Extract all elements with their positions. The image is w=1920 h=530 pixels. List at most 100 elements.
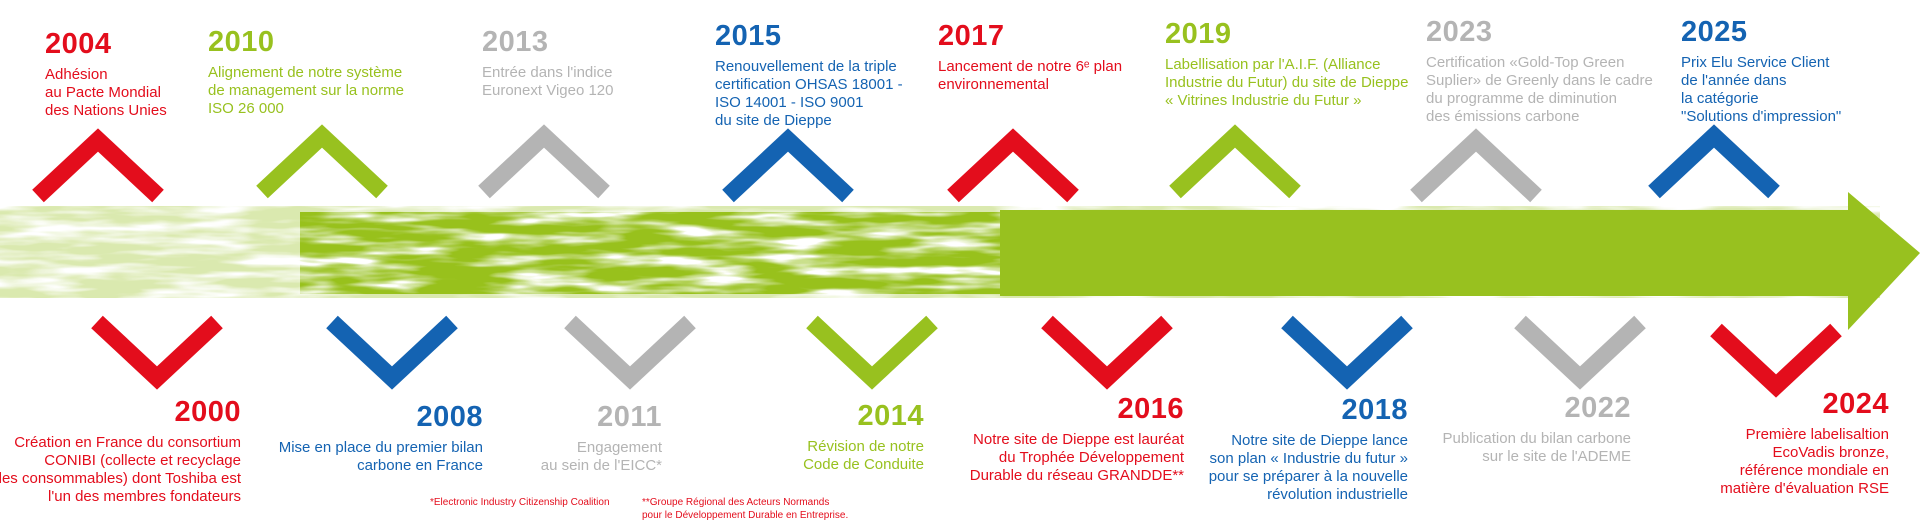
description-line: pour se préparer à la nouvelle (1208, 468, 1408, 485)
milestone-2014: 2014 Révision de notre Code de Conduite (803, 400, 924, 474)
description-line: des émissions carbone (1426, 108, 1580, 125)
milestone-2008: 2008 Mise en place du premier bilan carbon… (279, 401, 483, 475)
description-line: EcoVadis bronze, (1772, 444, 1889, 461)
description-line: Mise en place du premier bilan (278, 439, 483, 456)
chevron-up-2010 (256, 124, 388, 199)
milestone-description: Adhésion au Pacte Mondial des Nations Unie… (45, 66, 167, 120)
chevron-up-2023 (1410, 128, 1542, 203)
chevron-up-2013 (478, 124, 610, 199)
description-line: Adhésion (45, 66, 108, 83)
milestone-2016: 2016 Notre site de Dieppe est lauréat du T… (970, 393, 1184, 485)
milestone-2013: 2013 Entrée dans l'indice Euronext Vigeo 1… (482, 26, 614, 100)
description-line: Labellisation par l'A.I.F. (Alliance (1165, 56, 1381, 73)
footnote-line: pour le Développement Durable en Entrepr… (642, 510, 849, 521)
description-line: son plan « Industrie du futur » (1209, 450, 1408, 467)
milestone-2017: 2017 Lancement de notre 6ᵉ plan environnem… (938, 20, 1122, 94)
description-line: Suplier» de Greenly dans le cadre (1426, 72, 1653, 89)
description-line: Prix Elu Service Client (1681, 54, 1830, 71)
milestone-2022: 2022 Publication du bilan carbone sur le s… (1443, 392, 1631, 466)
description-line: Durable du réseau GRANDDE** (969, 467, 1184, 484)
description-line: ISO 26 000 (208, 100, 284, 117)
description-line: Création en France du consortium (14, 434, 241, 451)
milestone-2025: 2025 Prix Elu Service Client de l'année da… (1681, 16, 1841, 126)
milestone-year: 2014 (857, 400, 924, 432)
milestone-year: 2024 (1822, 388, 1889, 420)
chevron-up-2025 (1648, 124, 1780, 199)
description-line: Euronext Vigeo 120 (482, 82, 614, 99)
milestone-description: Notre site de Dieppe est lauréat du Troph… (970, 431, 1184, 485)
description-line: Notre site de Dieppe est lauréat (973, 431, 1184, 448)
description-line: du site de Dieppe (715, 112, 832, 129)
description-line: matière d'évaluation RSE (1720, 480, 1889, 497)
milestone-2015: 2015 Renouvellement de la triple certifica… (715, 20, 903, 130)
milestone-year: 2025 (1681, 16, 1748, 48)
description-line: "Solutions d'impression" (1681, 108, 1842, 125)
description-line: du Trophée Développement (998, 449, 1184, 466)
milestone-description: Prix Elu Service Client de l'année dans la… (1681, 54, 1841, 126)
milestone-description: Engagement au sein de l'EICC* (541, 439, 662, 475)
chevron-down-2022 (1514, 315, 1646, 390)
chevron-up-2019 (1169, 124, 1301, 199)
description-line: CONIBI (collecte et recyclage (44, 452, 241, 469)
milestone-year: 2008 (416, 401, 483, 433)
milestone-year: 2011 (597, 401, 662, 433)
chevron-down-2016 (1041, 315, 1173, 390)
milestone-year: 2016 (1117, 393, 1184, 425)
milestone-year: 2022 (1564, 392, 1631, 424)
description-line: Révision de notre (807, 438, 924, 455)
milestone-description: Publication du bilan carbone sur le site … (1443, 430, 1631, 466)
milestone-year: 2023 (1426, 16, 1493, 48)
description-line: Industrie du Futur) du site de Dieppe (1165, 74, 1409, 91)
milestone-description: Entrée dans l'indice Euronext Vigeo 120 (482, 64, 614, 100)
milestone-2024: 2024 Première labelisaltion EcoVadis bronz… (1720, 388, 1889, 498)
description-line: Publication du bilan carbone (1442, 430, 1631, 447)
milestone-description: Alignement de notre système de management… (208, 64, 404, 118)
chevron-down-2024 (1710, 323, 1842, 398)
milestone-2011: 2011 Engagement au sein de l'EICC* (541, 401, 662, 475)
description-line: certification OHSAS 18001 - (715, 76, 903, 93)
description-line: Code de Conduite (803, 456, 924, 473)
description-line: l'un des membres fondateurs (48, 488, 241, 505)
description-line: au Pacte Mondial (45, 84, 161, 101)
chevron-down-2014 (806, 315, 938, 390)
chevron-down-2018 (1281, 315, 1413, 390)
footnote-line: *Electronic Industry Citizenship Coaliti… (430, 497, 610, 508)
milestone-description: Renouvellement de la triple certification… (715, 58, 903, 130)
milestone-2000: 2000 Création en France du consortium CONI… (0, 396, 241, 506)
description-line: des Nations Unies (45, 102, 167, 119)
description-line: Première labelisaltion (1745, 426, 1889, 443)
description-line: sur le site de l'ADEME (1482, 448, 1631, 465)
description-line: Lancement de notre 6ᵉ plan (938, 58, 1123, 75)
milestone-2018: 2018 Notre site de Dieppe lance son plan «… (1209, 394, 1408, 504)
milestone-2019: 2019 Labellisation par l'A.I.F. (Alliance… (1165, 18, 1408, 110)
milestone-description: Révision de notre Code de Conduite (803, 438, 924, 474)
milestone-2004: 2004 Adhésion au Pacte Mondial des Nations … (45, 28, 167, 120)
description-line: de l'année dans (1681, 72, 1787, 89)
milestone-year: 2004 (45, 28, 112, 60)
description-line: des consommables) dont Toshiba est (0, 470, 241, 487)
description-line: Renouvellement de la triple (715, 58, 897, 75)
description-line: ISO 14001 - ISO 9001 (715, 94, 864, 111)
chevron-up-2015 (722, 128, 854, 203)
milestone-description: Certification «Gold-Top Green Suplier» de… (1426, 54, 1653, 126)
milestone-2010: 2010 Alignement de notre système de manage… (208, 26, 404, 118)
description-line: de management sur la norme (208, 82, 404, 99)
footnote: **Groupe Régional des Acteurs Normands po… (642, 496, 848, 522)
milestone-description: Création en France du consortium CONIBI (… (0, 434, 241, 506)
description-line: Notre site de Dieppe lance (1231, 432, 1408, 449)
milestone-year: 2010 (208, 26, 275, 58)
chevron-up-2017 (947, 128, 1079, 203)
chevron-down-2000 (91, 315, 223, 390)
milestone-description: Labellisation par l'A.I.F. (Alliance Indu… (1165, 56, 1408, 110)
milestone-year: 2017 (938, 20, 1005, 52)
milestone-year: 2018 (1341, 394, 1408, 426)
description-line: carbone en France (357, 457, 483, 474)
timeline-arrow (0, 192, 1920, 330)
description-line: au sein de l'EICC* (540, 457, 662, 474)
description-line: Engagement (576, 439, 662, 456)
milestone-year: 2013 (482, 26, 549, 58)
milestone-year: 2019 (1165, 18, 1232, 50)
chevron-up-2004 (32, 128, 164, 203)
description-line: référence mondiale en (1739, 462, 1889, 479)
